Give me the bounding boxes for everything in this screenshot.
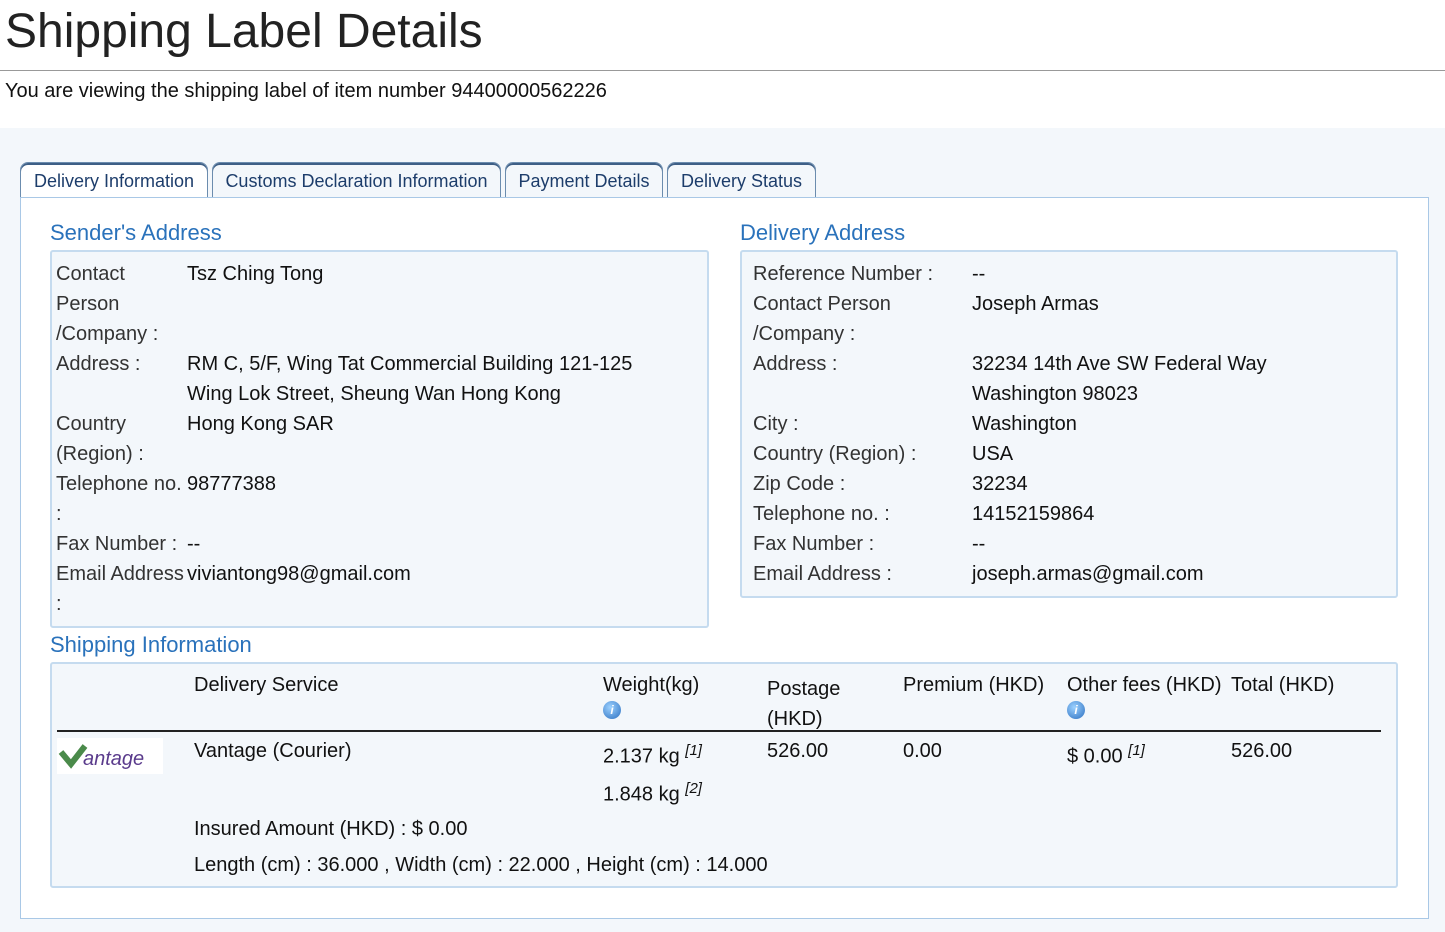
other-fees: $ 0.00 [1]: [1067, 742, 1145, 769]
header-total: Total (HKD): [1231, 674, 1335, 696]
header-other-fees: Other fees (HKD) i: [1067, 674, 1221, 720]
header-weight-label: Weight(kg): [603, 674, 700, 696]
header-weight: Weight(kg) i: [603, 674, 699, 720]
sender-row: Email Address : viviantong98@gmail.com: [52, 559, 707, 619]
field-value: 14152159864: [972, 503, 1095, 525]
delivery-row: Telephone no. : 14152159864: [742, 499, 1396, 529]
sender-row: Contact Person /Company : Tsz Ching Tong: [52, 259, 707, 349]
table-divider: [57, 730, 1381, 732]
premium-value: 0.00: [903, 740, 942, 762]
delivery-row: Zip Code : 32234: [742, 469, 1396, 499]
shipping-info-box: Delivery Service Weight(kg) i Postage (HK…: [50, 662, 1398, 888]
tab-delivery-status[interactable]: Delivery Status: [667, 162, 816, 199]
sender-heading: Sender's Address: [50, 220, 222, 245]
service-name: Vantage (Courier): [194, 740, 352, 762]
delivery-heading: Delivery Address: [740, 220, 906, 245]
field-label: Address :: [753, 353, 838, 375]
field-value: Hong Kong SAR: [187, 413, 334, 435]
sender-row: Telephone no. :98777388: [52, 469, 707, 529]
page-subtitle: You are viewing the shipping label of it…: [5, 80, 607, 102]
field-label: Telephone no. :: [753, 503, 890, 525]
weight-2: 1.848 kg [2]: [603, 780, 702, 807]
sender-row: Country (Region) : Hong Kong SAR: [52, 409, 707, 469]
sender-row: Address : RM C, 5/F, Wing Tat Commercial …: [52, 349, 707, 409]
field-label: Contact Person /Company :: [56, 263, 159, 345]
field-label: Address :: [56, 353, 141, 375]
page-title: Shipping Label Details: [5, 5, 483, 58]
field-value: --: [972, 263, 986, 285]
weight-2-value: 1.848 kg: [603, 783, 680, 806]
header-postage: Postage (HKD): [767, 678, 841, 730]
field-label: Email Address :: [56, 563, 184, 615]
field-value: Joseph Armas: [972, 293, 1099, 315]
field-value: USA: [972, 443, 1014, 465]
header-other-label: Other fees (HKD): [1067, 674, 1222, 696]
field-label: Reference Number :: [753, 263, 934, 285]
field-value: --: [972, 533, 986, 555]
delivery-row: Email Address : joseph.armas@gmail.com: [742, 559, 1396, 589]
other-fees-value: $ 0.00: [1067, 745, 1123, 768]
tab-payment-details[interactable]: Payment Details: [505, 162, 663, 199]
dimensions: Length (cm) : 36.000 , Width (cm) : 22.0…: [194, 854, 768, 876]
info-icon[interactable]: i: [603, 701, 621, 719]
tab-delivery-information[interactable]: Delivery Information: [20, 162, 208, 200]
delivery-address-box: Reference Number : -- Contact Person /Comp…: [740, 250, 1398, 598]
delivery-row: Reference Number : --: [742, 259, 1396, 289]
delivery-row: Contact Person /Company : Joseph Armas: [742, 289, 1396, 349]
field-label: Country (Region) :: [56, 413, 144, 465]
field-value: 98777388: [187, 473, 276, 495]
svg-text:antage: antage: [83, 748, 144, 770]
tab-customs-declaration[interactable]: Customs Declaration Information: [212, 162, 501, 199]
field-value: joseph.armas@gmail.com: [972, 563, 1204, 585]
field-value: RM C, 5/F, Wing Tat Commercial Building …: [187, 353, 633, 405]
field-label: Fax Number :: [56, 533, 178, 555]
field-label: Zip Code :: [753, 473, 846, 495]
sender-row: Fax Number : --: [52, 529, 707, 559]
field-label: Fax Number :: [753, 533, 875, 555]
field-value: --: [187, 533, 201, 555]
delivery-row: Country (Region) : USA: [742, 439, 1396, 469]
field-value: 32234: [972, 473, 1028, 495]
sender-address-box: Contact Person /Company : Tsz Ching Tong A…: [50, 250, 709, 628]
field-label: Contact Person /Company :: [753, 293, 891, 345]
delivery-row: Fax Number : --: [742, 529, 1396, 559]
delivery-row: Address : 32234 14th Ave SW Federal Way W…: [742, 349, 1396, 409]
shipping-heading: Shipping Information: [50, 632, 252, 657]
note-ref[interactable]: [1]: [685, 742, 702, 759]
field-value: Tsz Ching Tong: [187, 263, 324, 285]
field-label: Email Address :: [753, 563, 892, 585]
vantage-logo: antage: [57, 738, 163, 774]
insured-amount: Insured Amount (HKD) : $ 0.00: [194, 818, 468, 840]
field-label: Telephone no. :: [56, 473, 182, 525]
postage-value: 526.00: [767, 740, 829, 762]
field-value: Washington: [972, 413, 1077, 435]
total-value: 526.00: [1231, 740, 1293, 762]
header-service: Delivery Service: [194, 674, 339, 696]
field-value: 32234 14th Ave SW Federal Way Washington…: [972, 353, 1267, 405]
field-value: viviantong98@gmail.com: [187, 563, 411, 585]
field-label: Country (Region) :: [753, 443, 917, 465]
delivery-row: City : Washington: [742, 409, 1396, 439]
field-label: City :: [753, 413, 799, 435]
divider: [0, 70, 1445, 71]
note-ref[interactable]: [1]: [1128, 742, 1145, 759]
weight-1: 2.137 kg [1]: [603, 742, 702, 769]
weight-1-value: 2.137 kg: [603, 745, 680, 768]
note-ref[interactable]: [2]: [685, 780, 702, 797]
header-premium: Premium (HKD): [903, 674, 1045, 696]
info-icon[interactable]: i: [1067, 701, 1085, 719]
